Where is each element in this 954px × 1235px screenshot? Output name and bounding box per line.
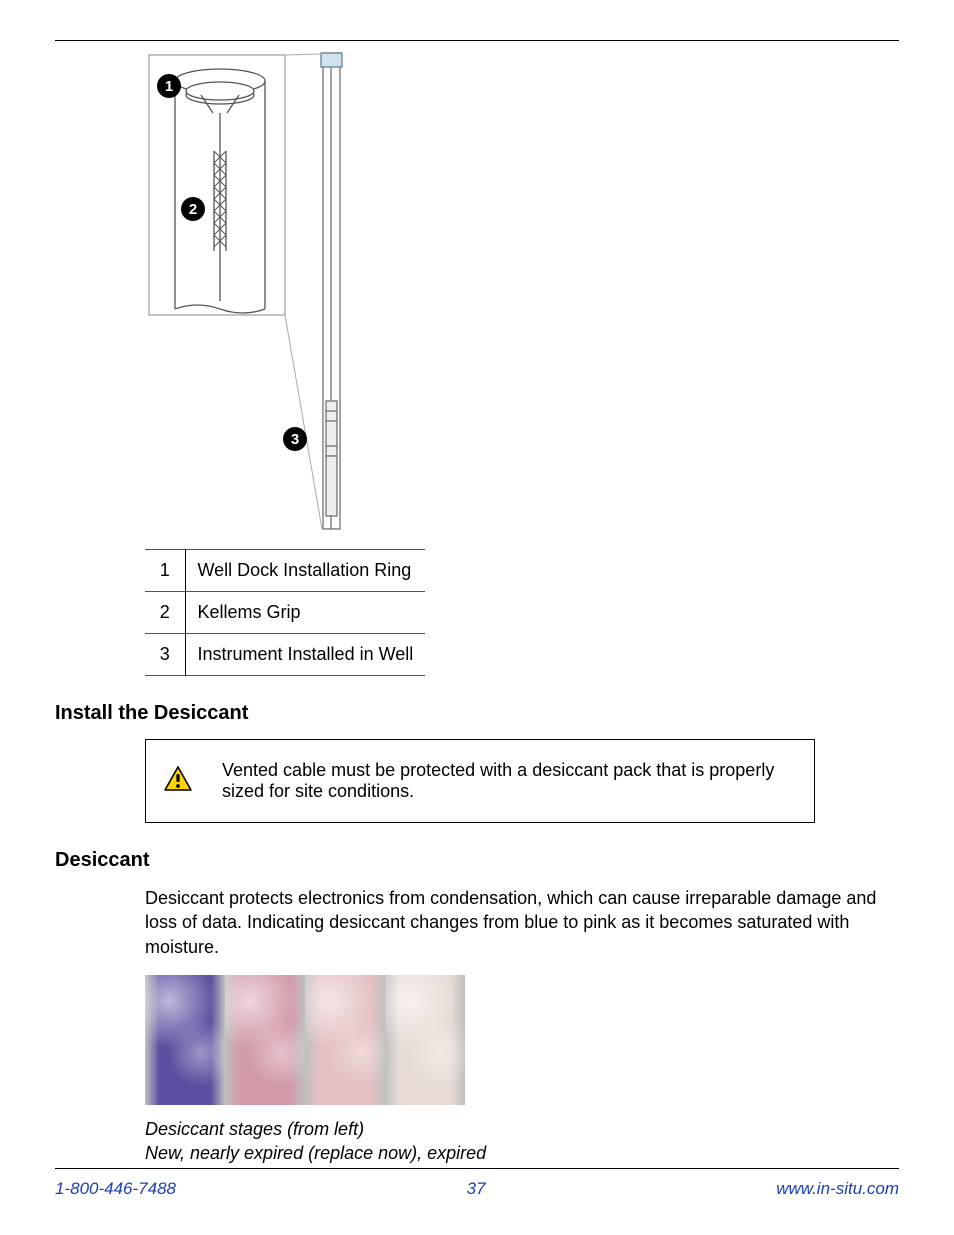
warning-callout: Vented cable must be protected with a de…: [145, 739, 815, 823]
diagram-legend-table: 1 Well Dock Installation Ring 2 Kellems …: [145, 549, 425, 676]
table-row: 2 Kellems Grip: [145, 592, 425, 634]
legend-label: Instrument Installed in Well: [185, 634, 425, 676]
footer-url: www.in-situ.com: [776, 1179, 899, 1199]
footer-page-number: 37: [467, 1179, 486, 1199]
table-row: 3 Instrument Installed in Well: [145, 634, 425, 676]
legend-num: 3: [145, 634, 185, 676]
tube-new: [145, 975, 225, 1105]
heading-install-desiccant: Install the Desiccant: [55, 702, 899, 725]
heading-desiccant: Desiccant: [55, 849, 899, 872]
svg-text:1: 1: [165, 78, 173, 95]
svg-text:2: 2: [189, 201, 197, 218]
tube-nearly-expired-a: [225, 975, 305, 1105]
desiccant-stages-photo: [145, 975, 465, 1105]
photo-caption: Desiccant stages (from left) New, nearly…: [145, 1117, 899, 1166]
warning-text: Vented cable must be protected with a de…: [222, 760, 790, 802]
caption-line-2: New, nearly expired (replace now), expir…: [145, 1143, 486, 1163]
footer-phone: 1-800-446-7488: [55, 1179, 176, 1199]
legend-label: Kellems Grip: [185, 592, 425, 634]
table-row: 1 Well Dock Installation Ring: [145, 550, 425, 592]
svg-text:3: 3: [291, 431, 299, 448]
legend-num: 1: [145, 550, 185, 592]
well-installation-diagram: 1 2 3: [145, 51, 351, 531]
caption-line-1: Desiccant stages (from left): [145, 1119, 364, 1139]
desiccant-body-text: Desiccant protects electronics from cond…: [145, 886, 899, 959]
page-footer: 1-800-446-7488 37 www.in-situ.com: [55, 1168, 899, 1199]
footer-rule: [55, 1168, 899, 1169]
tube-nearly-expired-b: [305, 975, 385, 1105]
tube-expired: [385, 975, 465, 1105]
legend-num: 2: [145, 592, 185, 634]
warning-icon: [164, 766, 192, 797]
legend-label: Well Dock Installation Ring: [185, 550, 425, 592]
